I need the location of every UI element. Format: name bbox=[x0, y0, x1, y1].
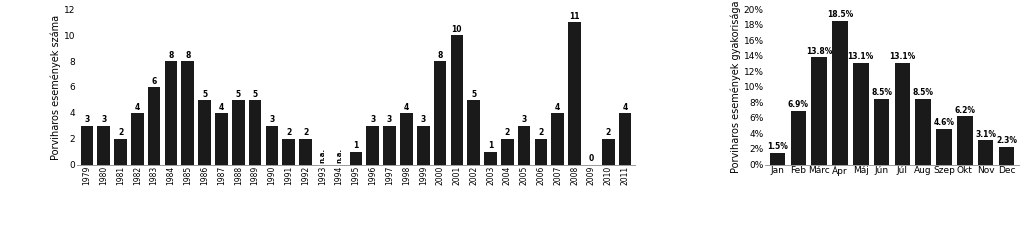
Text: 1: 1 bbox=[353, 141, 358, 150]
Bar bbox=[770, 153, 785, 164]
Text: 10: 10 bbox=[452, 25, 462, 34]
Bar bbox=[249, 100, 261, 164]
Bar bbox=[81, 126, 93, 164]
Bar bbox=[978, 141, 993, 164]
Bar bbox=[501, 139, 514, 164]
Text: 6.2%: 6.2% bbox=[954, 106, 975, 115]
Bar bbox=[434, 61, 446, 164]
Text: 1.5%: 1.5% bbox=[767, 142, 788, 151]
Text: 8.5%: 8.5% bbox=[912, 88, 934, 97]
Text: n.a.: n.a. bbox=[336, 148, 342, 164]
Bar bbox=[568, 22, 581, 164]
Bar bbox=[853, 63, 868, 164]
Bar bbox=[417, 126, 429, 164]
Text: 8: 8 bbox=[437, 51, 442, 60]
Text: 3.1%: 3.1% bbox=[975, 130, 996, 139]
Bar bbox=[957, 116, 973, 164]
Text: 2: 2 bbox=[286, 128, 291, 137]
Text: 5: 5 bbox=[202, 90, 207, 99]
Bar bbox=[383, 126, 396, 164]
Text: 11: 11 bbox=[569, 12, 580, 21]
Text: 18.5%: 18.5% bbox=[826, 11, 853, 20]
Bar bbox=[165, 61, 177, 164]
Bar bbox=[936, 129, 951, 164]
Text: 5: 5 bbox=[471, 90, 476, 99]
Text: 8.5%: 8.5% bbox=[871, 88, 892, 97]
Text: 3: 3 bbox=[421, 115, 426, 125]
Bar bbox=[467, 100, 480, 164]
Text: 6: 6 bbox=[152, 77, 157, 86]
Bar bbox=[265, 126, 279, 164]
Bar bbox=[535, 139, 547, 164]
Bar bbox=[791, 111, 806, 164]
Text: 2: 2 bbox=[539, 128, 544, 137]
Bar bbox=[833, 21, 848, 164]
Text: 13.8%: 13.8% bbox=[806, 47, 833, 56]
Text: 2: 2 bbox=[505, 128, 510, 137]
Text: 4: 4 bbox=[623, 102, 628, 111]
Text: 0: 0 bbox=[589, 154, 594, 164]
Bar bbox=[873, 98, 890, 164]
Bar bbox=[232, 100, 245, 164]
Text: 2: 2 bbox=[605, 128, 611, 137]
Text: 4.6%: 4.6% bbox=[934, 118, 954, 127]
Text: 13.1%: 13.1% bbox=[889, 52, 915, 61]
Text: 2: 2 bbox=[303, 128, 308, 137]
Text: 5: 5 bbox=[236, 90, 241, 99]
Bar bbox=[451, 35, 463, 164]
Text: 3: 3 bbox=[101, 115, 106, 125]
Y-axis label: Porviharos események gyakorisága: Porviharos események gyakorisága bbox=[730, 1, 740, 173]
Text: 3: 3 bbox=[521, 115, 526, 125]
Text: 3: 3 bbox=[84, 115, 89, 125]
Text: 4: 4 bbox=[135, 102, 140, 111]
Bar bbox=[618, 113, 632, 164]
Text: 1: 1 bbox=[487, 141, 494, 150]
Text: 2: 2 bbox=[118, 128, 123, 137]
Text: 8: 8 bbox=[185, 51, 190, 60]
Text: 3: 3 bbox=[387, 115, 392, 125]
Bar bbox=[484, 152, 497, 164]
Bar bbox=[349, 152, 362, 164]
Text: 2.3%: 2.3% bbox=[996, 136, 1017, 145]
Text: n.a.: n.a. bbox=[319, 148, 326, 164]
Y-axis label: Porviharos események száma: Porviharos események száma bbox=[50, 14, 61, 160]
Text: 3: 3 bbox=[370, 115, 376, 125]
Bar bbox=[367, 126, 379, 164]
Bar bbox=[181, 61, 195, 164]
Bar bbox=[147, 87, 161, 164]
Text: 3: 3 bbox=[269, 115, 274, 125]
Bar bbox=[895, 63, 910, 164]
Text: 6.9%: 6.9% bbox=[787, 100, 809, 110]
Bar bbox=[998, 147, 1014, 164]
Text: 8: 8 bbox=[168, 51, 174, 60]
Bar bbox=[811, 58, 827, 164]
Bar bbox=[215, 113, 227, 164]
Bar bbox=[400, 113, 413, 164]
Bar bbox=[602, 139, 614, 164]
Bar bbox=[131, 113, 143, 164]
Bar bbox=[97, 126, 110, 164]
Bar bbox=[915, 98, 931, 164]
Text: 13.1%: 13.1% bbox=[848, 52, 873, 61]
Text: 4: 4 bbox=[555, 102, 560, 111]
Bar bbox=[115, 139, 127, 164]
Text: 5: 5 bbox=[253, 90, 258, 99]
Bar bbox=[518, 126, 530, 164]
Text: 4: 4 bbox=[403, 102, 409, 111]
Bar bbox=[299, 139, 312, 164]
Bar bbox=[199, 100, 211, 164]
Text: 4: 4 bbox=[219, 102, 224, 111]
Bar bbox=[283, 139, 295, 164]
Bar bbox=[552, 113, 564, 164]
